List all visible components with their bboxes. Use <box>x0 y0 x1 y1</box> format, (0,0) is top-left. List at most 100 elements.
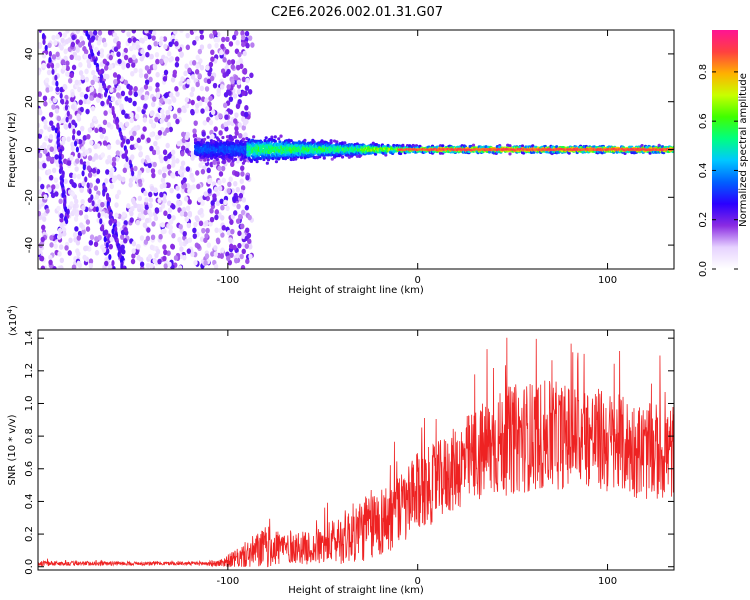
spectrogram-x-axis: -100 0 100 <box>216 30 617 286</box>
spectrogram-cell <box>61 64 67 71</box>
spectrogram-cell <box>193 221 198 228</box>
spectrogram-cell <box>277 137 281 141</box>
spectrogram-cell <box>240 171 245 177</box>
spectrogram-cell <box>116 74 121 80</box>
spectrogram-cell <box>195 54 200 61</box>
spectrogram-cell <box>150 101 156 108</box>
spectrogram-cell <box>115 150 121 156</box>
spectrogram-cell <box>176 193 181 199</box>
spectrogram-cell <box>181 131 186 138</box>
spectrogram-cell <box>162 182 167 189</box>
spectrogram-cell <box>177 265 183 269</box>
spectrogram-cell <box>94 194 100 200</box>
spectrogram-cell <box>162 198 167 204</box>
spectrogram-cell <box>106 248 110 255</box>
spectrogram-cell <box>163 249 168 256</box>
spectrogram-cell <box>150 168 156 174</box>
spectrogram-cell <box>82 135 87 141</box>
spectrogram-cell <box>240 110 245 117</box>
spectrogram-cell <box>220 204 225 211</box>
spectrogram-cell <box>111 156 117 163</box>
spectrogram-cell <box>182 254 187 261</box>
spectrogram-cell <box>187 210 193 217</box>
spectrogram-cell <box>183 211 188 218</box>
spectrogram-cell <box>371 141 375 145</box>
spectrogram-cell <box>221 135 225 140</box>
spectrogram-cell <box>237 51 242 58</box>
spectrogram-cell <box>158 233 163 240</box>
spectrogram-cell <box>171 173 176 179</box>
spectrogram-cell <box>51 34 56 41</box>
spectrogram-cell <box>90 105 96 112</box>
spectrogram-cell <box>111 161 117 167</box>
spectrogram-cell <box>198 162 203 169</box>
spectrogram-cell <box>94 76 99 83</box>
spectrogram-cell <box>54 74 58 81</box>
spectrogram-cell <box>48 86 54 92</box>
spectrogram-cell <box>205 227 210 234</box>
spectrogram-cell <box>190 99 195 106</box>
spectrogram-cell <box>63 48 68 55</box>
spectrogram-cell <box>43 124 48 130</box>
spectrogram-cell <box>227 259 233 266</box>
spectrogram-cell <box>48 56 52 63</box>
spectrogram-cell <box>144 217 150 224</box>
spectrogram-cell <box>230 59 236 65</box>
spectrogram-cell <box>89 95 94 101</box>
spectrogram-cell <box>42 38 46 45</box>
spectrogram-cell <box>89 139 94 146</box>
figure-title: C2E6.2026.002.01.31.G07 <box>271 5 443 20</box>
spectrogram-cell <box>65 30 70 34</box>
spectrogram-cell <box>90 35 96 41</box>
spectrogram-cell <box>65 60 70 67</box>
spectrogram-cell <box>144 204 149 211</box>
spectrogram-cell <box>238 57 243 64</box>
spectrogram-cell <box>88 258 94 265</box>
spectrogram-cell <box>168 105 173 111</box>
spectrogram-cell <box>207 188 212 194</box>
spectrogram-cell <box>87 127 93 133</box>
spectrogram-cell <box>38 133 43 139</box>
spectrogram-cell <box>68 122 72 129</box>
spectrogram-cell <box>128 182 133 188</box>
spectrogram-cell <box>123 220 128 226</box>
spectrogram-cell <box>229 219 234 225</box>
spectrogram-cell <box>112 37 118 44</box>
spectrogram-cell <box>322 156 326 160</box>
spectrogram-cell <box>185 205 191 212</box>
spectrogram-cell <box>197 48 203 55</box>
spectrogram-cell <box>158 206 163 213</box>
spectrogram-cell <box>57 251 62 257</box>
spectrogram-cell <box>209 156 214 160</box>
spectrogram-cell <box>184 216 189 223</box>
spectrogram-cell <box>250 42 255 48</box>
spectrogram-cell <box>192 227 197 234</box>
spectrogram-cell <box>80 74 85 81</box>
spectrogram-cell <box>471 143 476 147</box>
spectrogram-cell <box>217 179 222 186</box>
spectrogram-cell <box>150 122 156 129</box>
x-tick-label: -100 <box>216 275 239 286</box>
spectrogram-cell <box>233 74 239 81</box>
spectrogram-cell <box>227 90 232 96</box>
spectrogram-cell <box>185 148 190 154</box>
spectrogram-cell <box>106 144 112 150</box>
spectrogram-cell <box>70 141 75 148</box>
spectrogram-cell <box>147 44 152 51</box>
spectrogram-cell <box>91 69 96 76</box>
spectrogram-cell <box>203 191 208 197</box>
spectrogram-cell <box>96 66 100 73</box>
spectrogram-cell <box>228 41 234 47</box>
spectrogram-cell <box>121 64 126 70</box>
spectrogram-cell <box>80 198 85 205</box>
spectrogram-cell <box>103 91 108 98</box>
spectrogram-cell <box>163 155 168 162</box>
spectrogram-cell <box>147 33 152 40</box>
spectrogram-cell <box>174 86 179 92</box>
spectrogram-cell <box>167 213 172 220</box>
spectrogram-cell <box>173 255 179 261</box>
spectrogram-cell <box>104 213 109 219</box>
spectrogram-cell <box>156 91 161 98</box>
spectrogram-cell <box>214 209 220 215</box>
